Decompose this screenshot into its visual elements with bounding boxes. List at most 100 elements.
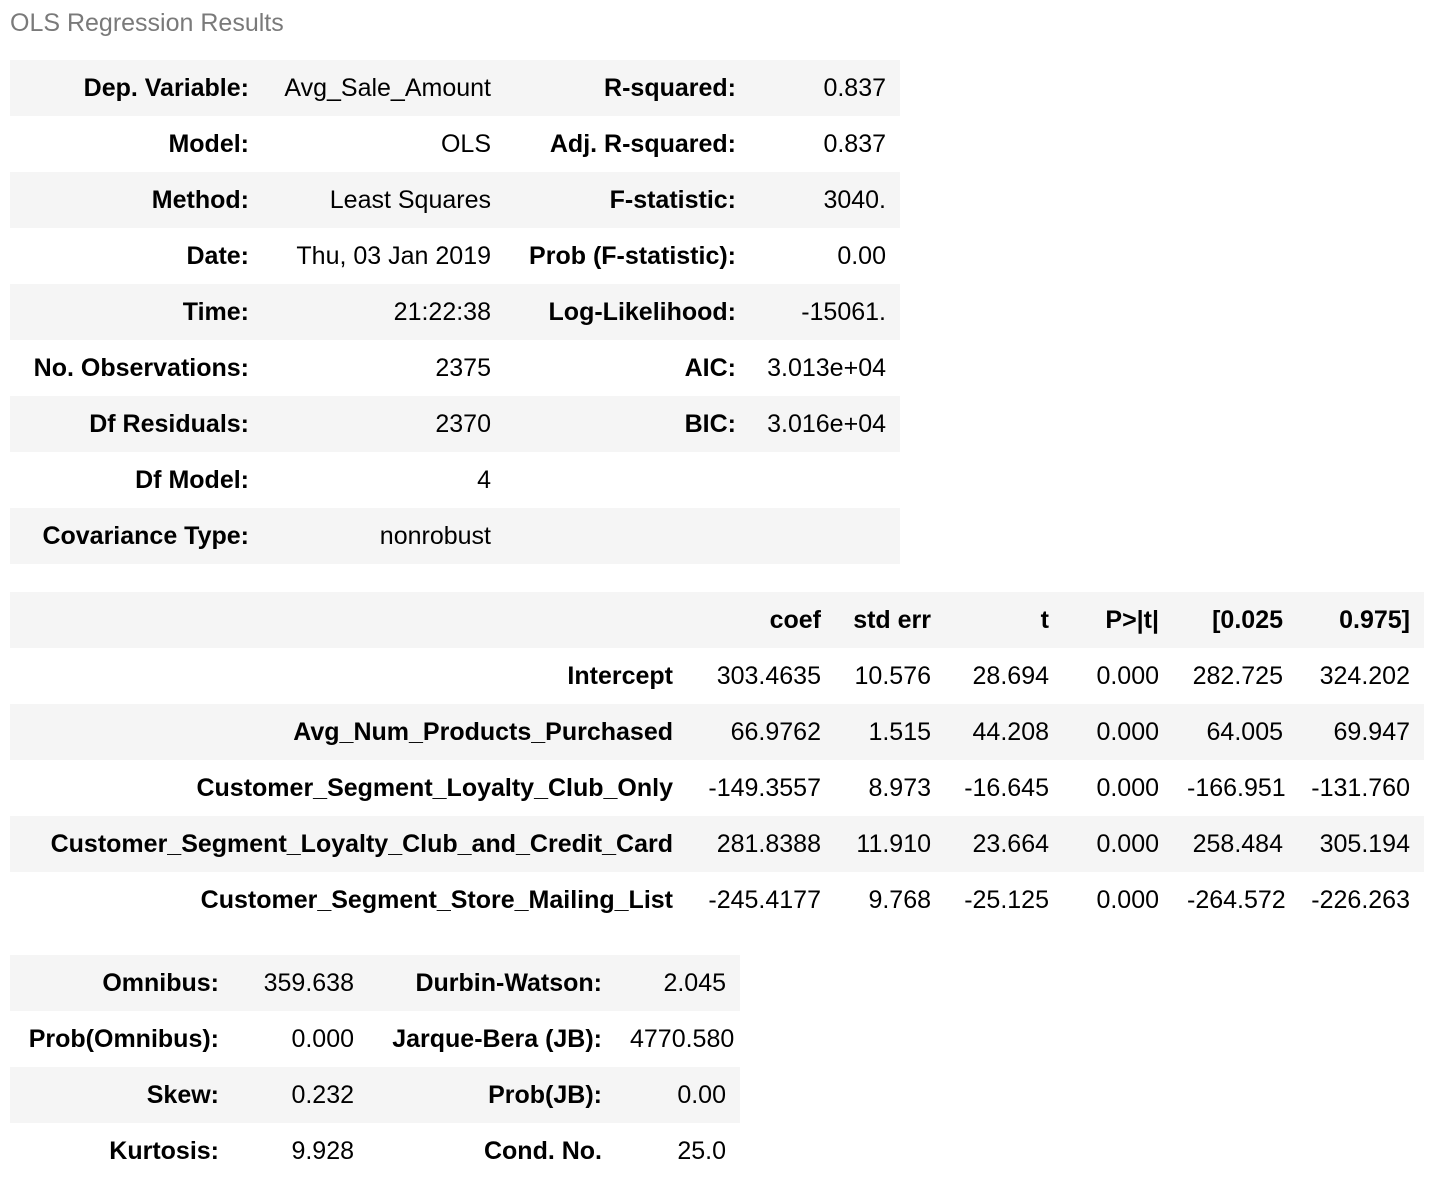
coefficients-header-row: coef std err t P>|t| [0.025 0.975] — [10, 592, 1424, 648]
ci-high-value: -226.263 — [1311, 885, 1410, 914]
summary-row: Covariance Type: nonrobust — [10, 508, 900, 564]
summary-label: F-statistic: — [505, 172, 750, 228]
column-header-ci-low: [0.025 — [1173, 592, 1297, 648]
t-value: 23.664 — [945, 816, 1063, 872]
summary-label: Model: — [168, 129, 249, 158]
diagnostic-label: Durbin-Watson: — [368, 955, 616, 1011]
t-value: 28.694 — [972, 661, 1049, 690]
diagnostics-row: Skew: 0.232 Prob(JB): 0.00 — [10, 1067, 740, 1123]
summary-row: Dep. Variable: Avg_Sale_Amount R-squared… — [10, 60, 900, 116]
summary-value: 2370 — [263, 396, 505, 452]
diagnostic-value: 359.638 — [233, 955, 368, 1011]
diagnostic-value: 0.000 — [291, 1024, 354, 1053]
summary-label: Date: — [186, 241, 249, 270]
summary-value: Thu, 03 Jan 2019 — [296, 241, 491, 270]
p-value: 0.000 — [1063, 816, 1173, 872]
coefficient-row: Intercept 303.4635 10.576 28.694 0.000 2… — [10, 648, 1424, 704]
summary-row: Time: 21:22:38 Log-Likelihood: -15061. — [10, 284, 900, 340]
ci-high-value: 69.947 — [1297, 704, 1424, 760]
summary-value: OLS — [440, 129, 491, 158]
summary-label: Dep. Variable: — [10, 60, 263, 116]
std-err-value: 10.576 — [854, 661, 931, 690]
p-value: 0.000 — [1096, 885, 1159, 914]
summary-label: Adj. R-squared: — [549, 129, 736, 158]
diagnostics-row: Omnibus: 359.638 Durbin-Watson: 2.045 — [10, 955, 740, 1011]
summary-value: 3.013e+04 — [767, 353, 886, 382]
p-value: 0.000 — [1096, 773, 1159, 802]
coef-value: 303.4635 — [716, 661, 821, 690]
diagnostic-label: Jarque-Bera (JB): — [392, 1024, 602, 1053]
variable-name: Customer_Segment_Loyalty_Club_and_Credit… — [10, 816, 687, 872]
summary-row: Df Residuals: 2370 BIC: 3.016e+04 — [10, 396, 900, 452]
coef-value: -245.4177 — [708, 885, 821, 914]
coef-value: -149.3557 — [708, 773, 821, 802]
summary-label: Df Model: — [135, 465, 249, 494]
coef-value: 66.9762 — [687, 704, 835, 760]
summary-value: 4 — [477, 465, 491, 494]
summary-row: Model: OLS Adj. R-squared: 0.837 — [10, 116, 900, 172]
summary-value: 0.837 — [823, 129, 886, 158]
column-header-std-err: std err — [835, 592, 945, 648]
diagnostic-value: 0.00 — [616, 1067, 740, 1123]
summary-label: No. Observations: — [33, 353, 249, 382]
diagnostics-row: Kurtosis: 9.928 Cond. No. 25.0 — [10, 1123, 740, 1179]
ci-low-value: -264.572 — [1187, 885, 1286, 914]
summary-value: Avg_Sale_Amount — [263, 60, 505, 116]
std-err-value: 11.910 — [835, 816, 945, 872]
ci-low-value: 258.484 — [1173, 816, 1297, 872]
summary-label: Prob (F-statistic): — [529, 241, 736, 270]
summary-value: 0.837 — [750, 60, 900, 116]
summary-label: Df Residuals: — [10, 396, 263, 452]
summary-row: Df Model: 4 — [10, 452, 900, 508]
ci-low-value: 64.005 — [1173, 704, 1297, 760]
column-header-t: t — [945, 592, 1063, 648]
coefficient-row: Customer_Segment_Loyalty_Club_and_Credit… — [10, 816, 1424, 872]
t-value: -16.645 — [964, 773, 1049, 802]
summary-value: 3040. — [750, 172, 900, 228]
table-caption: OLS Regression Results — [10, 9, 284, 37]
summary-value — [750, 452, 900, 508]
std-err-value: 9.768 — [868, 885, 931, 914]
diagnostic-value: 25.0 — [677, 1136, 726, 1165]
coefficient-row: Customer_Segment_Loyalty_Club_Only -149.… — [10, 760, 1424, 816]
summary-label: R-squared: — [505, 60, 750, 116]
diagnostic-label: Skew: — [10, 1067, 233, 1123]
model-summary-table: Dep. Variable: Avg_Sale_Amount R-squared… — [10, 60, 900, 564]
diagnostic-value: 2.045 — [616, 955, 740, 1011]
column-header-ci-high: 0.975] — [1297, 592, 1424, 648]
diagnostic-value: 0.232 — [233, 1067, 368, 1123]
column-header-p-value: P>|t| — [1063, 592, 1173, 648]
coefficients-table: coef std err t P>|t| [0.025 0.975] Inter… — [10, 592, 1424, 928]
summary-label: Method: — [10, 172, 263, 228]
summary-row: No. Observations: 2375 AIC: 3.013e+04 — [10, 340, 900, 396]
variable-name: Customer_Segment_Store_Mailing_List — [200, 885, 673, 914]
diagnostic-label: Omnibus: — [10, 955, 233, 1011]
summary-value: 3.016e+04 — [750, 396, 900, 452]
t-value: -25.125 — [964, 885, 1049, 914]
ci-low-value: 282.725 — [1192, 661, 1283, 690]
coefficient-row: Avg_Num_Products_Purchased 66.9762 1.515… — [10, 704, 1424, 760]
column-header-coef: coef — [687, 592, 835, 648]
summary-value: -15061. — [750, 284, 900, 340]
diagnostic-label: Kurtosis: — [109, 1136, 219, 1165]
summary-row: Date: Thu, 03 Jan 2019 Prob (F-statistic… — [10, 228, 900, 284]
column-header — [10, 592, 687, 648]
ci-high-value: 324.202 — [1319, 661, 1410, 690]
summary-value: 2375 — [435, 353, 491, 382]
summary-value: 0.00 — [837, 241, 886, 270]
summary-label: Time: — [10, 284, 263, 340]
summary-label — [505, 452, 750, 508]
summary-label: Covariance Type: — [10, 508, 263, 564]
variable-name: Avg_Num_Products_Purchased — [10, 704, 687, 760]
ci-high-value: -131.760 — [1311, 773, 1410, 802]
summary-value: 21:22:38 — [263, 284, 505, 340]
summary-label: AIC: — [684, 353, 736, 382]
coef-value: 281.8388 — [687, 816, 835, 872]
summary-row: Method: Least Squares F-statistic: 3040. — [10, 172, 900, 228]
t-value: 44.208 — [945, 704, 1063, 760]
diagnostics-row: Prob(Omnibus): 0.000 Jarque-Bera (JB): 4… — [10, 1011, 740, 1067]
diagnostic-label: Cond. No. — [483, 1136, 602, 1165]
summary-label — [505, 508, 750, 564]
coefficient-row: Customer_Segment_Store_Mailing_List -245… — [10, 872, 1424, 928]
std-err-value: 8.973 — [868, 773, 931, 802]
